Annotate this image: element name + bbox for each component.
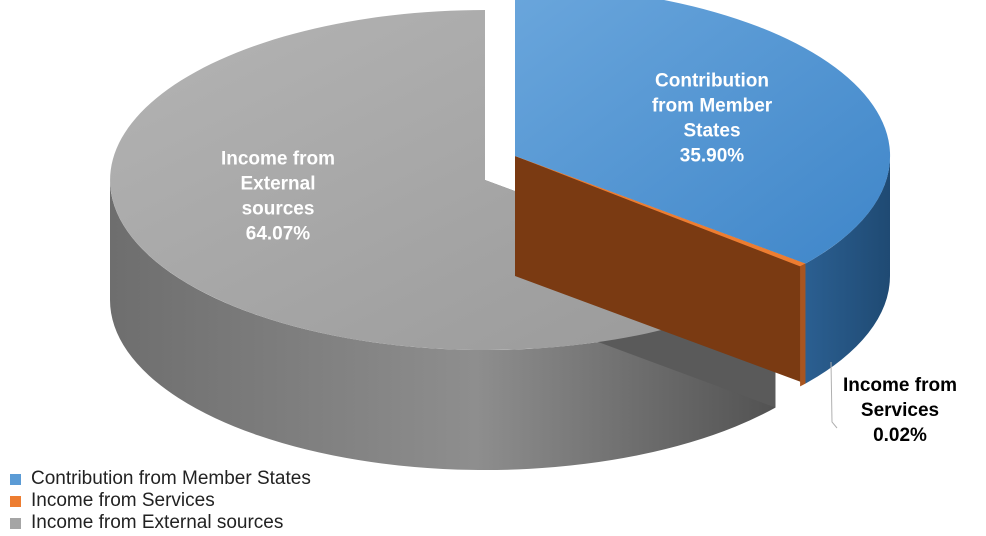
slice-label-line: 0.02% [873,425,927,446]
slice-label-line: from Member [652,96,773,117]
slice-labels: Contribution from Member States 35.90% Incom… [221,71,957,447]
slice-income-from-services [515,156,806,387]
slice-label-text: Income from External sources 64.07% [221,149,335,245]
slice-label-line: Income from [843,375,957,396]
slice-contribution-from-member-states [515,0,891,384]
slice-label-line: External [241,174,316,195]
slice-cut-face [515,156,806,384]
legend-label: Income from External sources [31,512,284,533]
slice-label-line: sources [242,199,315,220]
legend-item: Income from Services [10,490,311,512]
slice-label-line: 64.07% [246,224,311,245]
slice-label-line: Services [861,400,939,421]
legend-label: Income from Services [31,490,215,511]
slice-top-face [515,0,891,264]
slice-label-text: Income from Services 0.02% [843,375,957,446]
legend-swatch [10,517,21,529]
leader-line [830,361,838,429]
legend-label: Contribution from Member States [31,468,311,489]
slice-label-line: Contribution [655,71,769,92]
legend-item: Contribution from Member States [10,468,311,490]
slice-side-wall [109,180,776,471]
slice-side-wall [805,156,890,384]
legend-swatch [10,495,21,507]
legend: Contribution from Member States Income f… [10,468,311,534]
slice-side-wall [800,263,806,387]
slice-label-text: Contribution from Member States 35.90% [652,71,773,167]
slice-label-line: 35.90% [680,146,745,167]
slice-label-line: Income from [221,149,335,170]
slice-top-face [515,156,806,267]
slice-label-line: States [683,121,740,142]
legend-swatch [10,473,21,485]
legend-item: Income from External sources [10,512,311,534]
